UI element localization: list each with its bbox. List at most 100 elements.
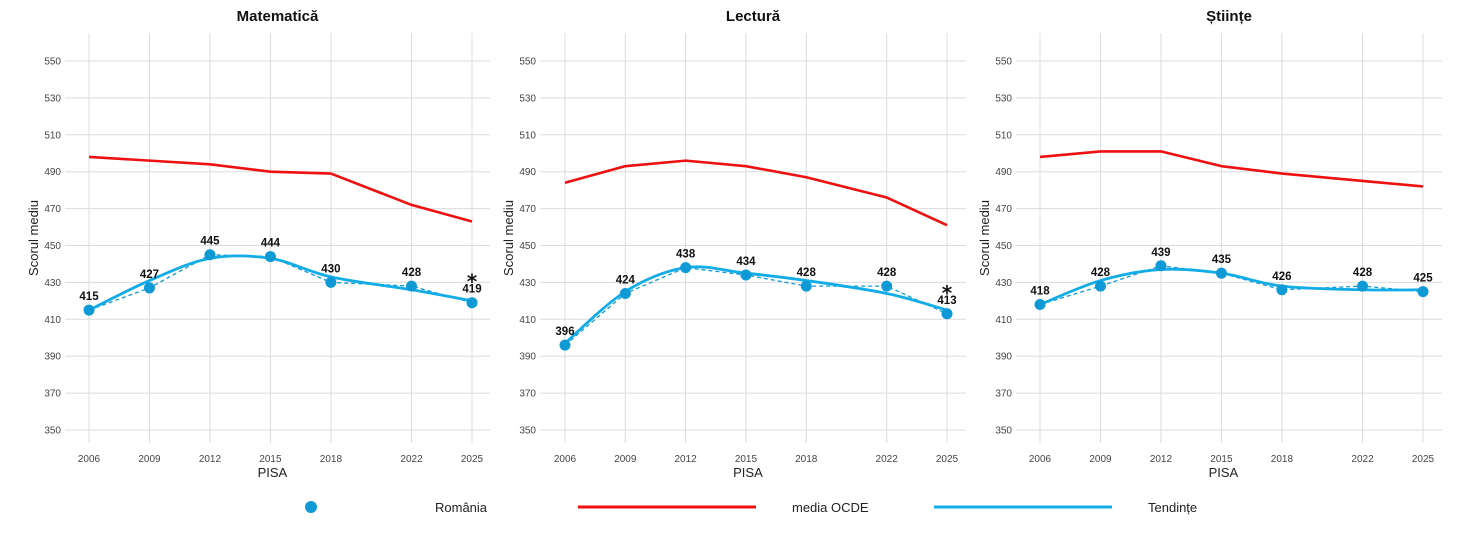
chart-panel-1: 350 370 390 410 430 450 470 490 510 530 550 2006 200… bbox=[26, 8, 490, 480]
y-tick-label: 450 bbox=[44, 241, 61, 252]
romania-point bbox=[881, 280, 893, 292]
romania-point bbox=[740, 269, 752, 281]
oecd-average-line bbox=[564, 159, 948, 227]
y-tick-label: 530 bbox=[519, 93, 536, 104]
romania-point bbox=[1215, 267, 1227, 279]
y-tick-label: 390 bbox=[995, 352, 1012, 363]
romania-point bbox=[559, 339, 571, 351]
x-tick-label: 2025 bbox=[461, 454, 484, 465]
x-tick-label: 2012 bbox=[675, 454, 698, 465]
y-axis-label: Scorul mediu bbox=[26, 200, 41, 276]
y-tick-label: 470 bbox=[519, 204, 536, 215]
annotation-asterisk: * bbox=[467, 270, 478, 294]
legend-romania-marker bbox=[305, 501, 317, 513]
x-tick-label: 2009 bbox=[614, 454, 637, 465]
romania-point bbox=[1357, 280, 1369, 292]
y-tick-label: 350 bbox=[44, 426, 61, 437]
legend: România media OCDE Tendințe bbox=[305, 500, 1197, 515]
x-axis-label: PISA bbox=[258, 465, 288, 480]
romania-point bbox=[800, 280, 812, 292]
data-label: 418 bbox=[1030, 286, 1050, 298]
data-label: 425 bbox=[1413, 273, 1433, 285]
y-tick-label: 350 bbox=[995, 426, 1012, 437]
y-tick-label: 370 bbox=[995, 389, 1012, 400]
y-axis-label: Scorul mediu bbox=[977, 200, 992, 276]
oecd-average-line bbox=[1039, 150, 1424, 188]
x-tick-label: 2009 bbox=[138, 454, 161, 465]
data-label: 445 bbox=[200, 236, 220, 248]
data-label: 419 bbox=[462, 284, 481, 296]
legend-oecd-label: media OCDE bbox=[792, 500, 869, 515]
y-tick-label: 510 bbox=[995, 130, 1012, 141]
y-tick-label: 410 bbox=[44, 315, 61, 326]
romania-point bbox=[264, 251, 276, 263]
data-label: 396 bbox=[555, 326, 574, 338]
data-label: 438 bbox=[676, 249, 696, 261]
legend-trend-label: Tendințe bbox=[1148, 500, 1197, 515]
oecd-average-line bbox=[88, 155, 473, 223]
y-tick-label: 470 bbox=[995, 204, 1012, 215]
romania-point bbox=[406, 280, 418, 292]
romania-point bbox=[1417, 286, 1429, 298]
romania-point bbox=[83, 304, 95, 316]
x-tick-label: 2012 bbox=[1150, 454, 1173, 465]
y-axis-label: Scorul mediu bbox=[501, 200, 516, 276]
x-axis-label: PISA bbox=[733, 465, 763, 480]
x-tick-label: 2022 bbox=[876, 454, 899, 465]
y-tick-label: 550 bbox=[519, 57, 536, 68]
romania-point bbox=[466, 297, 478, 309]
y-tick-label: 530 bbox=[995, 93, 1012, 104]
legend-romania-label: România bbox=[435, 500, 488, 515]
chart-panels: 350 370 390 410 430 450 470 490 510 530 550 2006 200… bbox=[26, 8, 1442, 480]
x-tick-label: 2015 bbox=[735, 454, 758, 465]
chart-panel-3: 350 370 390 410 430 450 470 490 510 530 550 2006 200… bbox=[977, 8, 1442, 480]
romania-point bbox=[204, 249, 216, 261]
y-tick-label: 470 bbox=[44, 204, 61, 215]
x-tick-label: 2015 bbox=[1210, 454, 1233, 465]
data-label: 424 bbox=[616, 274, 636, 286]
data-label: 428 bbox=[1353, 267, 1373, 279]
x-tick-label: 2022 bbox=[1351, 454, 1374, 465]
x-tick-label: 2025 bbox=[1412, 454, 1435, 465]
x-tick-label: 2025 bbox=[936, 454, 959, 465]
romania-point bbox=[1094, 280, 1106, 292]
romania-point bbox=[143, 282, 155, 294]
y-tick-label: 490 bbox=[44, 167, 61, 178]
chart-panel-2: 350 370 390 410 430 450 470 490 510 530 550 2006 200… bbox=[501, 8, 966, 480]
y-tick-label: 390 bbox=[519, 352, 536, 363]
y-tick-label: 370 bbox=[44, 389, 61, 400]
data-label: 428 bbox=[877, 267, 897, 279]
y-tick-label: 510 bbox=[44, 130, 61, 141]
y-tick-label: 450 bbox=[995, 241, 1012, 252]
data-label: 426 bbox=[1272, 271, 1291, 283]
y-tick-label: 350 bbox=[519, 426, 536, 437]
romania-point bbox=[1155, 260, 1167, 272]
x-tick-label: 2012 bbox=[199, 454, 222, 465]
romania-point bbox=[619, 287, 631, 299]
data-label: 435 bbox=[1212, 254, 1232, 266]
x-tick-label: 2022 bbox=[400, 454, 423, 465]
y-tick-label: 430 bbox=[44, 278, 61, 289]
data-label: 428 bbox=[1091, 267, 1111, 279]
y-tick-label: 430 bbox=[995, 278, 1012, 289]
x-tick-label: 2018 bbox=[1271, 454, 1294, 465]
romania-point bbox=[680, 262, 692, 274]
x-tick-label: 2015 bbox=[259, 454, 282, 465]
y-tick-label: 390 bbox=[44, 352, 61, 363]
y-tick-label: 490 bbox=[519, 167, 536, 178]
x-axis-label: PISA bbox=[1209, 465, 1239, 480]
x-tick-label: 2009 bbox=[1089, 454, 1112, 465]
chart-title: Matematică bbox=[237, 8, 319, 25]
x-tick-label: 2006 bbox=[78, 454, 101, 465]
data-label: 428 bbox=[402, 267, 422, 279]
data-label: 427 bbox=[140, 269, 159, 281]
data-label: 444 bbox=[261, 238, 281, 250]
chart-title: Lectură bbox=[726, 8, 781, 25]
y-tick-label: 550 bbox=[44, 57, 61, 68]
y-tick-label: 510 bbox=[519, 130, 536, 141]
data-label: 434 bbox=[736, 256, 756, 268]
chart-title: Științe bbox=[1206, 8, 1252, 25]
y-tick-label: 550 bbox=[995, 57, 1012, 68]
romania-point bbox=[1034, 299, 1046, 311]
